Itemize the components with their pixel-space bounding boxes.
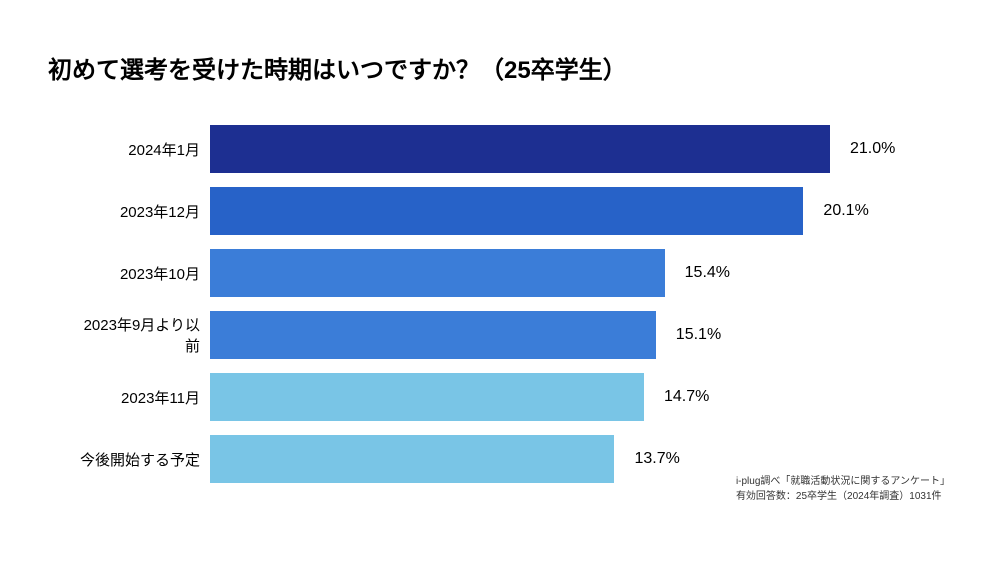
bar-row: 2023年10月 15.4%	[80, 249, 960, 297]
bar-row: 2023年9月より以前 15.1%	[80, 311, 960, 359]
category-label: 今後開始する予定	[80, 449, 210, 470]
bar	[210, 435, 614, 483]
value-label: 14.7%	[664, 388, 709, 406]
category-label: 2023年10月	[80, 263, 210, 284]
footnote-line-1: i-plug調べ「就職活動状況に関するアンケート」	[736, 474, 950, 489]
value-label: 15.4%	[685, 264, 730, 282]
value-label: 20.1%	[823, 202, 868, 220]
value-label: 13.7%	[634, 450, 679, 468]
bar-row: 2023年11月 14.7%	[80, 373, 960, 421]
bar-row: 2023年12月 20.1%	[80, 187, 960, 235]
bar-track: 20.1%	[210, 187, 960, 235]
value-label: 15.1%	[676, 326, 721, 344]
bar-chart: 2024年1月21.0%2023年12月20.1%2023年10月15.4%20…	[80, 125, 960, 483]
bar-row: 2024年1月 21.0%	[80, 125, 960, 173]
footnote-line-2: 有効回答数：25卒学生（2024年調査）1031件	[736, 489, 950, 504]
bar	[210, 373, 644, 421]
value-label: 21.0%	[850, 140, 895, 158]
chart-footnote: i-plug調べ「就職活動状況に関するアンケート」 有効回答数：25卒学生（20…	[736, 474, 950, 504]
category-label: 2023年9月より以前	[80, 314, 210, 356]
bar-track: 15.4%	[210, 249, 960, 297]
category-label: 2023年11月	[80, 387, 210, 408]
bar	[210, 249, 665, 297]
bar-track: 15.1%	[210, 311, 960, 359]
bar-track: 14.7%	[210, 373, 960, 421]
bar	[210, 125, 830, 173]
category-label: 2024年1月	[80, 139, 210, 160]
bar	[210, 311, 656, 359]
bar-track: 21.0%	[210, 125, 960, 173]
chart-title: 初めて選考を受けた時期はいつですか？（25卒学生）	[48, 50, 960, 85]
category-label: 2023年12月	[80, 201, 210, 222]
bar	[210, 187, 803, 235]
